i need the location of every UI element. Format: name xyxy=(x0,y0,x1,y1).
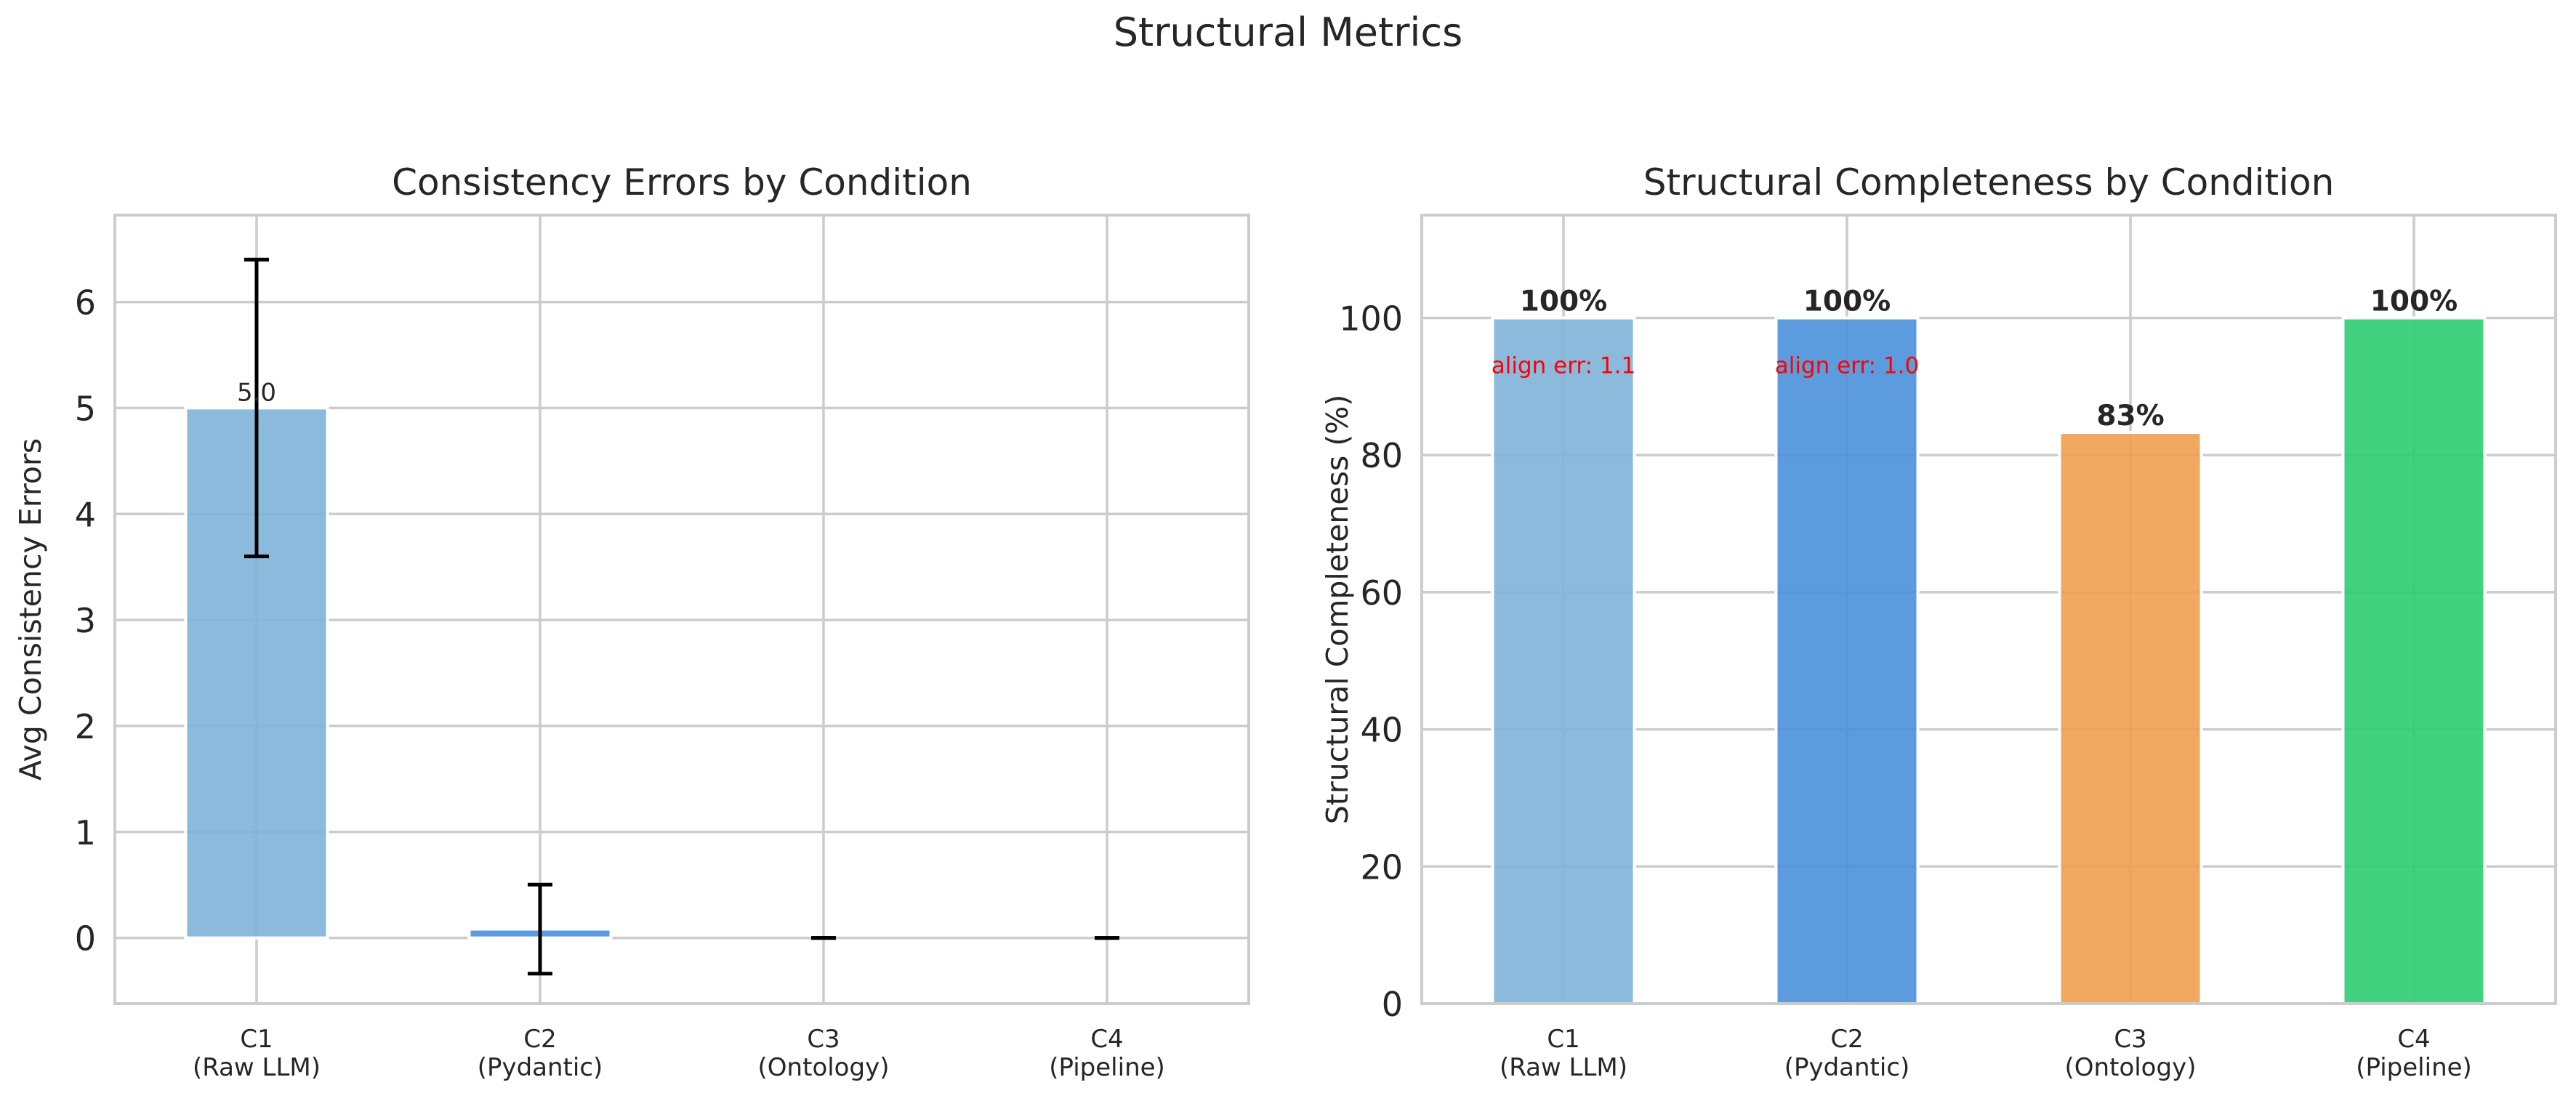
x-tick-label: C3 (Ontology) xyxy=(758,1025,890,1082)
x-tick-label: C2 (Pydantic) xyxy=(1784,1025,1910,1082)
bar-value-label-3: 83% xyxy=(2096,400,2164,432)
chart-title: Consistency Errors by Condition xyxy=(392,161,972,203)
y-tick-label: 1 xyxy=(75,813,96,852)
bar-value-label-1: 100% xyxy=(1520,286,1608,318)
bar-3 xyxy=(2058,431,2203,1005)
y-axis-label: Avg Consistency Errors xyxy=(13,438,48,781)
x-tick-label: C4 (Pipeline) xyxy=(2356,1025,2472,1082)
bar-4 xyxy=(2341,316,2487,1005)
x-tick-label: C1 (Raw LLM) xyxy=(1500,1025,1627,1082)
bar-annotation-1: align err: 1.1 xyxy=(1492,353,1635,379)
bar-value-label-2: 100% xyxy=(1803,286,1891,318)
chart-structural-completeness: 0 20 40 60 80 100 100% 100% 83% 100% align err: 1.… xyxy=(1320,161,2557,1082)
y-tick-label: 5 xyxy=(75,389,96,428)
y-tick-label: 6 xyxy=(75,283,96,323)
y-tick-label: 0 xyxy=(75,919,96,959)
bar-1 xyxy=(1491,316,1636,1005)
x-tick-label: C1 (Raw LLM) xyxy=(193,1025,321,1082)
y-tick-label: 40 xyxy=(1360,711,1403,750)
bar-value-label-1: 5.0 xyxy=(237,378,276,407)
y-tick-label: 80 xyxy=(1360,436,1403,475)
y-tick-label: 20 xyxy=(1360,847,1403,887)
y-tick-label: 2 xyxy=(75,707,96,746)
figure-suptitle: Structural Metrics xyxy=(1114,9,1462,55)
y-tick-label: 60 xyxy=(1360,573,1403,613)
bar-value-label-4: 100% xyxy=(2370,286,2458,318)
x-tick-label: C2 (Pydantic) xyxy=(478,1025,603,1082)
y-tick-label: 0 xyxy=(1382,985,1403,1024)
y-tick-label: 3 xyxy=(75,601,96,640)
axes-frame xyxy=(1420,214,2557,1005)
y-tick-label: 100 xyxy=(1339,299,1403,339)
bar-annotation-2: align err: 1.0 xyxy=(1775,353,1919,379)
chart-consistency-errors: 0 1 2 3 4 5 6 5.0 C1 (Raw LLM) C2 (Pydantic) C3 (Onto… xyxy=(13,161,1250,1082)
chart-title: Structural Completeness by Condition xyxy=(1643,161,2335,203)
axes-frame xyxy=(113,214,1250,1005)
y-axis-label: Structural Completeness (%) xyxy=(1320,395,1355,824)
y-tick-label: 4 xyxy=(75,495,96,534)
x-tick-label: C3 (Ontology) xyxy=(2065,1025,2197,1082)
bar-2 xyxy=(1774,316,1920,1005)
x-tick-label: C4 (Pipeline) xyxy=(1049,1025,1165,1082)
